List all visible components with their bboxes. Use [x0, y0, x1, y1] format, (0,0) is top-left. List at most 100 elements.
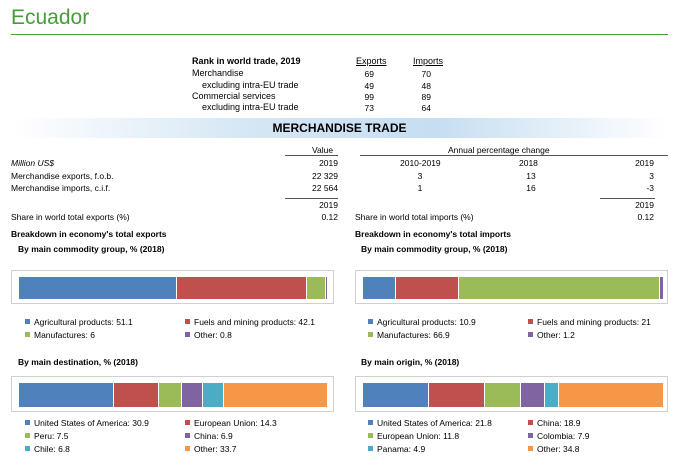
- bar-segment-chile: [202, 383, 224, 407]
- legend-swatch: [368, 433, 373, 438]
- legend-swatch: [185, 446, 190, 451]
- legend-item: China: 18.9: [528, 418, 580, 428]
- legend-label: Manufactures: 6: [34, 330, 95, 340]
- bar-segment-european-union: [485, 383, 521, 407]
- legend-item: Fuels and mining products: 21: [528, 317, 651, 327]
- legend-swatch: [528, 420, 533, 425]
- legend-item: Other: 33.7: [185, 444, 237, 454]
- legend-label: European Union: 11.8: [377, 431, 460, 441]
- rank-row-exports: 99: [364, 92, 374, 102]
- rank-imports-header: Imports: [413, 56, 444, 66]
- legend-swatch: [528, 332, 533, 337]
- imports-origin-heading: By main origin, % (2018): [361, 357, 460, 367]
- legend-item: China: 6.9: [185, 431, 233, 441]
- exports-commodity-heading: By main commodity group, % (2018): [18, 244, 165, 254]
- value-header: Value: [312, 145, 334, 155]
- rank-heading: Rank in world trade, 2019: [192, 56, 301, 66]
- share-exports-value: 0.12: [321, 212, 338, 222]
- legend-item: Other: 1.2: [528, 330, 575, 340]
- annual-change-header: Annual percentage change: [448, 145, 550, 155]
- bar-segment-china: [181, 383, 203, 407]
- share-imports-label: Share in world total imports (%): [355, 212, 474, 222]
- trade-row-value: 22 329: [312, 171, 338, 181]
- legend-label: Other: 1.2: [537, 330, 575, 340]
- legend-imports-origin: United States of America: 21.8 China: 18.…: [368, 418, 678, 458]
- legend-item: Manufactures: 66.9: [368, 330, 450, 340]
- chart-exports-commodity: [11, 270, 334, 304]
- legend-swatch: [368, 420, 373, 425]
- legend-item: European Union: 14.3: [185, 418, 277, 428]
- trade-row-p2: 13: [526, 171, 536, 181]
- bar-segment-united-states-of-america: [363, 383, 429, 407]
- legend-item: Agricultural products: 51.1: [25, 317, 133, 327]
- bar-segment-united-states-of-america: [19, 383, 115, 407]
- legend-item: Agricultural products: 10.9: [368, 317, 476, 327]
- trade-row-p2: 16: [526, 183, 536, 193]
- trade-row-label: Merchandise imports, c.i.f.: [11, 183, 111, 193]
- legend-item: Peru: 7.5: [25, 431, 69, 441]
- bar-segment-other: [660, 277, 664, 299]
- legend-swatch: [185, 319, 190, 324]
- legend-item: Panama: 4.9: [368, 444, 425, 454]
- bar-segment-manufactures: [459, 277, 661, 299]
- legend-swatch: [528, 446, 533, 451]
- bar-segment-panama: [544, 383, 560, 407]
- bar-segment-agricultural-products: [363, 277, 396, 299]
- legend-label: Fuels and mining products: 21: [537, 317, 651, 327]
- page-title: Ecuador: [11, 6, 90, 29]
- legend-swatch: [25, 332, 30, 337]
- legend-label: Other: 34.8: [537, 444, 580, 454]
- legend-swatch: [528, 433, 533, 438]
- legend-swatch: [185, 433, 190, 438]
- legend-swatch: [368, 332, 373, 337]
- legend-label: Peru: 7.5: [34, 431, 69, 441]
- exports-breakdown-heading: Breakdown in economy's total exports: [11, 229, 167, 239]
- legend-label: Other: 33.7: [194, 444, 237, 454]
- value-rule: [285, 155, 338, 156]
- chart-imports-commodity: [355, 270, 668, 304]
- legend-label: Agricultural products: 51.1: [34, 317, 133, 327]
- rank-row-imports: 48: [421, 81, 431, 91]
- legend-item: Manufactures: 6: [25, 330, 95, 340]
- legend-swatch: [185, 332, 190, 337]
- legend-item: Colombia: 7.9: [528, 431, 589, 441]
- legend-label: China: 6.9: [194, 431, 233, 441]
- legend-swatch: [25, 446, 30, 451]
- share-left-rule: [285, 198, 338, 199]
- legend-swatch: [25, 420, 30, 425]
- share-exports-label: Share in world total exports (%): [11, 212, 130, 222]
- legend-label: Colombia: 7.9: [537, 431, 590, 441]
- section-title: MERCHANDISE TRADE: [272, 121, 407, 135]
- legend-label: United States of America: 21.8: [377, 418, 492, 428]
- trade-row-value: 22 564: [312, 183, 338, 193]
- col-period-3: 2019: [635, 158, 654, 168]
- chart-exports-destination: [11, 376, 334, 412]
- bar-segment-china: [428, 383, 486, 407]
- legend-label: Agricultural products: 10.9: [377, 317, 476, 327]
- share-imports-value: 0.12: [637, 212, 654, 222]
- bar-segment-peru: [158, 383, 182, 407]
- title-rule: [11, 34, 668, 35]
- legend-item: Fuels and mining products: 42.1: [185, 317, 315, 327]
- legend-exports-commodity: Agricultural products: 51.1 Fuels and min…: [25, 317, 335, 341]
- bar-segment-colombia: [520, 383, 545, 407]
- rank-row-exports: 69: [364, 69, 374, 79]
- share-right-rule: [600, 198, 655, 199]
- trade-row-label: Merchandise exports, f.o.b.: [11, 171, 114, 181]
- legend-item: United States of America: 30.9: [25, 418, 149, 428]
- legend-label: European Union: 14.3: [194, 418, 277, 428]
- unit-label: Million US$: [11, 158, 54, 168]
- legend-item: Chile: 6.8: [25, 444, 70, 454]
- legend-item: United States of America: 21.8: [368, 418, 492, 428]
- trade-row-p1: 3: [417, 171, 423, 181]
- chart-imports-origin: [355, 376, 668, 412]
- legend-swatch: [25, 433, 30, 438]
- rank-row-imports: 89: [421, 92, 431, 102]
- legend-label: Panama: 4.9: [377, 444, 426, 454]
- rank-row-label: Merchandise: [192, 68, 244, 78]
- annual-rule: [360, 155, 668, 156]
- bar-segment-fuels-and-mining-products: [176, 277, 307, 299]
- legend-imports-commodity: Agricultural products: 10.9 Fuels and min…: [368, 317, 678, 341]
- rank-row-imports: 64: [421, 103, 431, 113]
- bar-segment-manufactures: [306, 277, 326, 299]
